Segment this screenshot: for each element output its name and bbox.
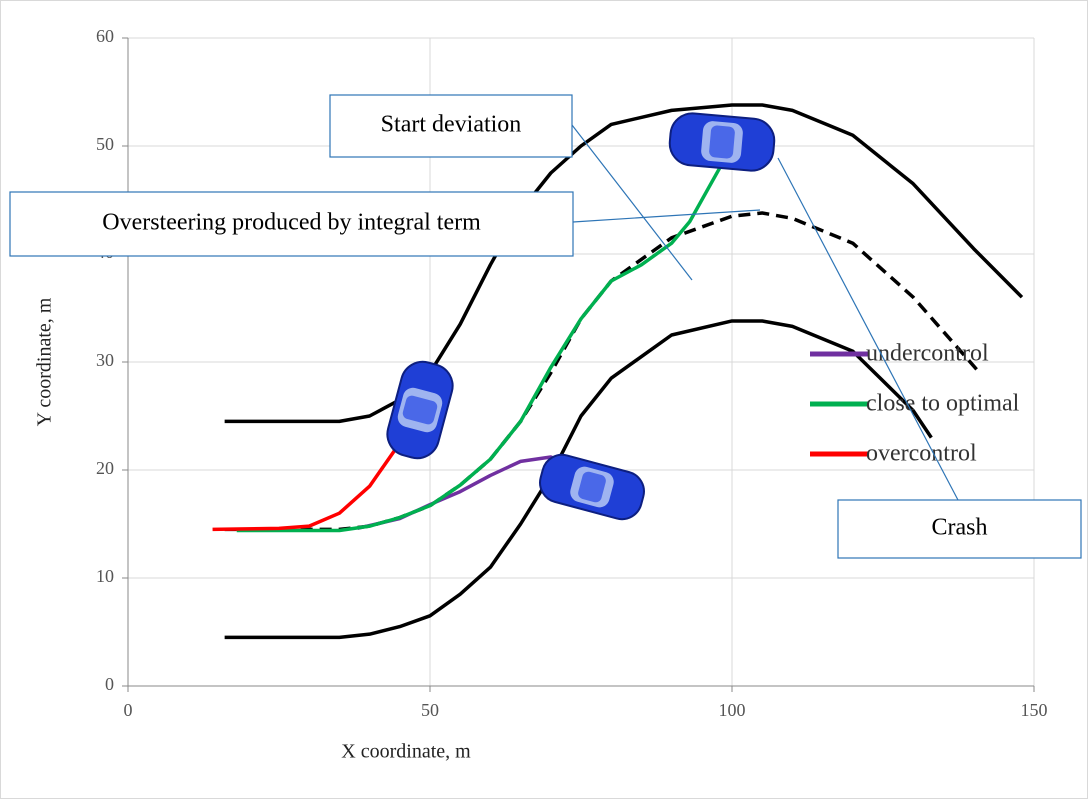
y-tick-label: 30: [96, 350, 114, 370]
x-tick-label: 50: [421, 700, 439, 720]
chart: 0102030405060050100150 undercontrolclose…: [0, 0, 1088, 799]
y-axis-label: Y coordinate, m: [34, 297, 56, 426]
y-tick-label: 0: [105, 674, 114, 694]
x-tick-label: 150: [1021, 700, 1048, 720]
y-tick-label: 20: [96, 458, 114, 478]
y-tick-label: 50: [96, 134, 114, 154]
x-tick-label: 0: [124, 700, 133, 720]
legend-label: undercontrol: [866, 341, 989, 367]
x-tick-label: 100: [719, 700, 746, 720]
legend-label: close to optimal: [866, 391, 1020, 417]
y-tick-label: 10: [96, 566, 114, 586]
annotation: Start deviation: [381, 112, 522, 138]
y-tick-label: 60: [96, 26, 114, 46]
annotation: Oversteering produced by integral term: [102, 210, 481, 236]
annotation: Crash: [932, 515, 988, 541]
x-axis-label: X coordinate, m: [341, 741, 471, 763]
legend-label: overcontrol: [866, 441, 977, 467]
car-icon: [668, 112, 776, 173]
